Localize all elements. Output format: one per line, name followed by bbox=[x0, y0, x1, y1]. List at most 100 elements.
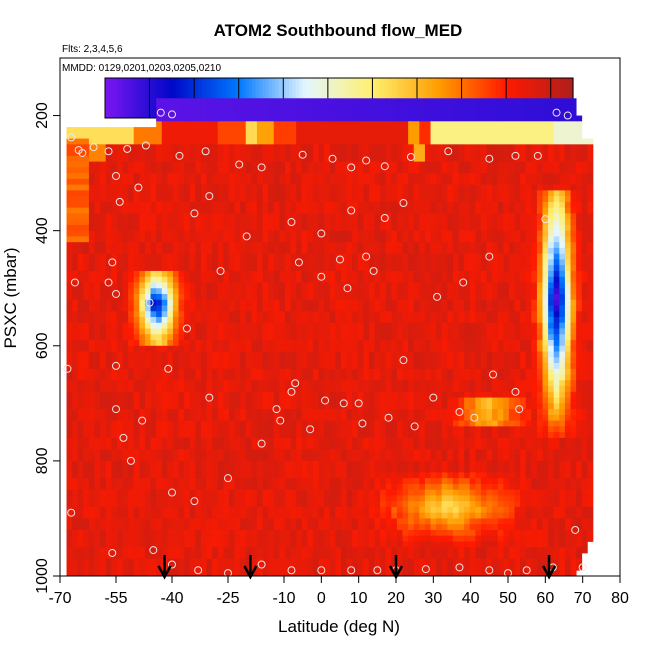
heatmap-cell bbox=[245, 178, 252, 186]
heatmap-cell bbox=[340, 547, 347, 554]
heatmap-cell bbox=[217, 478, 224, 485]
heatmap-cell bbox=[301, 340, 308, 347]
heatmap-cell bbox=[167, 311, 174, 318]
heatmap-cell bbox=[251, 207, 258, 214]
heatmap-cell bbox=[279, 132, 286, 139]
heatmap-cell bbox=[268, 432, 275, 439]
heatmap-cell bbox=[391, 109, 398, 116]
heatmap-cell bbox=[223, 132, 230, 139]
heatmap-cell bbox=[307, 414, 314, 421]
heatmap-cell bbox=[88, 512, 95, 519]
heatmap-cell bbox=[100, 288, 107, 295]
heatmap-cell bbox=[268, 173, 275, 180]
heatmap-cell bbox=[212, 132, 219, 139]
heatmap-cell bbox=[262, 207, 269, 214]
heatmap-cell bbox=[329, 155, 336, 162]
heatmap-cell bbox=[279, 196, 286, 203]
heatmap-cell bbox=[391, 501, 398, 508]
heatmap-cell bbox=[150, 403, 157, 410]
heatmap-cell bbox=[144, 242, 151, 249]
heatmap-cell bbox=[240, 322, 247, 329]
heatmap-cell bbox=[296, 259, 303, 266]
heatmap-cell bbox=[335, 345, 342, 352]
heatmap-cell bbox=[368, 161, 375, 168]
heatmap-cell bbox=[324, 155, 331, 162]
heatmap-cell bbox=[77, 512, 84, 519]
heatmap-cell bbox=[290, 288, 297, 295]
heatmap-cell bbox=[100, 552, 107, 560]
heatmap-cell bbox=[161, 115, 168, 122]
heatmap-cell bbox=[206, 570, 213, 576]
heatmap-cell bbox=[262, 397, 269, 404]
heatmap-cell bbox=[156, 489, 163, 496]
colorbar-swatch bbox=[292, 78, 297, 118]
heatmap-cell bbox=[161, 328, 168, 335]
heatmap-cell bbox=[273, 173, 280, 180]
heatmap-cell bbox=[206, 317, 213, 324]
heatmap-cell bbox=[357, 276, 364, 283]
heatmap-cell bbox=[312, 259, 319, 266]
heatmap-cell bbox=[290, 340, 297, 347]
heatmap-cell bbox=[212, 363, 219, 370]
heatmap-cell bbox=[195, 150, 202, 157]
heatmap-cell bbox=[307, 495, 314, 502]
heatmap-cell bbox=[396, 155, 403, 162]
heatmap-cell bbox=[290, 127, 297, 134]
heatmap-cell bbox=[340, 489, 347, 496]
heatmap-cell bbox=[217, 501, 224, 508]
heatmap-cell bbox=[228, 558, 235, 565]
heatmap-cell bbox=[290, 518, 297, 525]
heatmap-cell bbox=[284, 317, 291, 324]
heatmap-cell bbox=[156, 184, 163, 191]
heatmap-cell bbox=[368, 466, 375, 473]
heatmap-cell bbox=[324, 247, 331, 255]
heatmap-cell bbox=[290, 207, 297, 214]
heatmap-cell bbox=[279, 391, 286, 398]
heatmap-cell bbox=[156, 196, 163, 203]
heatmap-cell bbox=[296, 403, 303, 410]
heatmap-cell bbox=[116, 489, 123, 496]
heatmap-cell bbox=[133, 242, 140, 249]
colorbar-swatch bbox=[452, 78, 457, 118]
heatmap-cell bbox=[150, 178, 157, 186]
heatmap-cell bbox=[228, 449, 235, 456]
heatmap-cell bbox=[172, 155, 179, 162]
heatmap-cell bbox=[391, 483, 398, 491]
heatmap-cell bbox=[83, 512, 90, 519]
heatmap-cell bbox=[122, 270, 129, 278]
heatmap-cell bbox=[268, 518, 275, 525]
heatmap-cell bbox=[234, 443, 241, 450]
heatmap-cell bbox=[363, 340, 370, 347]
heatmap-cell bbox=[245, 357, 252, 364]
heatmap-cell bbox=[172, 236, 179, 243]
heatmap-cell bbox=[256, 570, 263, 576]
heatmap-cell bbox=[206, 541, 213, 548]
heatmap-cell bbox=[133, 414, 140, 421]
heatmap-cell bbox=[363, 282, 370, 289]
heatmap-cell bbox=[245, 270, 252, 278]
heatmap-cell bbox=[83, 552, 90, 560]
heatmap-cell bbox=[296, 495, 303, 502]
heatmap-cell bbox=[307, 357, 314, 364]
heatmap-cell bbox=[212, 138, 219, 145]
heatmap-cell bbox=[128, 455, 135, 462]
heatmap-cell bbox=[374, 570, 381, 576]
heatmap-cell bbox=[340, 512, 347, 519]
heatmap-cell bbox=[105, 386, 112, 393]
heatmap-cell bbox=[150, 173, 157, 180]
heatmap-cell bbox=[256, 155, 263, 162]
heatmap-cell bbox=[335, 270, 342, 278]
colorbar-swatch bbox=[379, 78, 384, 118]
colorbar-swatch bbox=[305, 78, 310, 118]
heatmap-cell bbox=[206, 420, 213, 427]
heatmap-cell bbox=[279, 121, 286, 128]
heatmap-cell bbox=[268, 351, 275, 358]
heatmap-cell bbox=[318, 265, 325, 272]
heatmap-cell bbox=[284, 472, 291, 479]
colorbar-swatch bbox=[526, 78, 531, 118]
heatmap-cell bbox=[195, 328, 202, 335]
heatmap-cell bbox=[268, 541, 275, 548]
heatmap-cell bbox=[122, 150, 129, 157]
heatmap-cell bbox=[66, 293, 73, 301]
heatmap-cell bbox=[167, 420, 174, 427]
